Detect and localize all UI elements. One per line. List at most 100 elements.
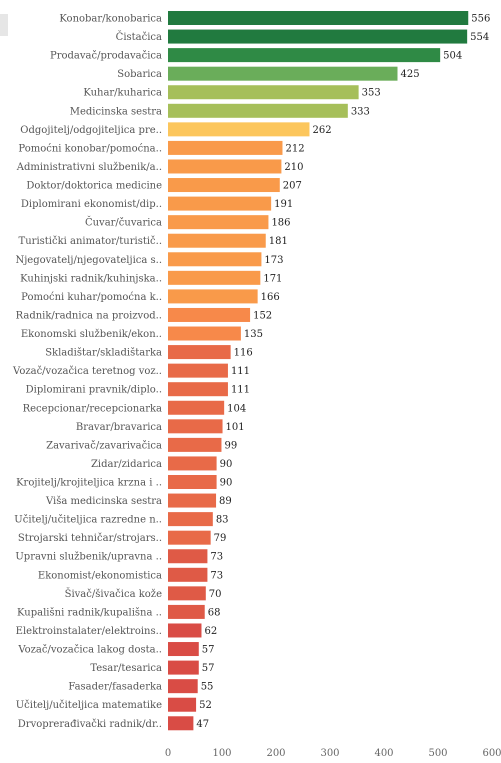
bar[interactable] <box>168 66 398 81</box>
bar[interactable] <box>168 140 283 155</box>
bar[interactable] <box>168 233 266 248</box>
x-tick-label: 400 <box>374 748 393 759</box>
bar[interactable] <box>168 85 359 100</box>
bar[interactable] <box>168 716 194 731</box>
bar[interactable] <box>168 530 211 545</box>
value-label: 181 <box>269 236 288 247</box>
bar[interactable] <box>168 103 348 118</box>
value-label: 104 <box>227 403 246 414</box>
value-label: 90 <box>220 478 233 489</box>
bar[interactable] <box>168 11 469 25</box>
value-label: 73 <box>210 570 223 581</box>
value-label: 55 <box>201 682 214 693</box>
bar[interactable] <box>168 549 208 564</box>
category-label: Turistički animator/turistič.. <box>19 236 162 247</box>
bar[interactable] <box>168 159 282 174</box>
value-label: 166 <box>261 292 280 303</box>
bar[interactable] <box>168 697 197 712</box>
category-label: Njegovatelj/njegovateljica s.. <box>15 255 162 266</box>
bar[interactable] <box>168 623 202 638</box>
bar[interactable] <box>168 178 280 193</box>
bar[interactable] <box>168 196 272 211</box>
bar[interactable] <box>168 326 241 341</box>
category-label: Bravar/bravarica <box>76 422 162 433</box>
bar[interactable] <box>168 567 208 582</box>
value-label: 68 <box>208 607 221 618</box>
bar[interactable] <box>168 48 441 63</box>
category-label: Vozač/vozačica teretnog voz.. <box>12 366 162 377</box>
value-label: 556 <box>471 14 490 25</box>
category-label: Ekonomist/ekonomistica <box>38 570 162 581</box>
category-label: Doktor/doktorica medicine <box>26 181 162 192</box>
value-label: 425 <box>401 69 420 80</box>
bar[interactable] <box>168 604 205 619</box>
category-label: Sobarica <box>117 69 162 80</box>
category-label: Medicinska sestra <box>70 106 162 117</box>
value-label: 333 <box>351 106 370 117</box>
value-label: 210 <box>284 162 303 173</box>
category-label: Učitelj/učiteljica matematike <box>16 700 162 711</box>
value-label: 70 <box>209 589 222 600</box>
bar[interactable] <box>168 456 217 471</box>
bar[interactable] <box>168 475 217 489</box>
category-label: Zavarivač/zavarivačica <box>46 440 162 451</box>
category-label: Administrativni službenik/a.. <box>16 162 162 173</box>
category-label: Vozač/vozačica lakog dosta.. <box>17 645 162 656</box>
bar[interactable] <box>168 122 310 137</box>
category-label: Zidar/zidarica <box>91 459 162 470</box>
x-tick-label: 600 <box>482 748 501 759</box>
value-label: 111 <box>231 366 250 377</box>
category-label: Pomoćni konobar/pomoćna.. <box>18 143 162 154</box>
value-label: 57 <box>202 663 215 674</box>
category-label: Viša medicinska sestra <box>45 496 162 507</box>
category-label: Pomoćni kuhar/pomoćna k.. <box>21 292 162 303</box>
bar[interactable] <box>168 215 269 230</box>
value-label: 212 <box>285 143 304 154</box>
bar[interactable] <box>168 437 222 452</box>
bar[interactable] <box>168 642 199 657</box>
value-label: 262 <box>312 125 331 136</box>
bar[interactable] <box>168 586 206 601</box>
value-label: 171 <box>263 273 282 284</box>
category-label: Skladištar/skladištarka <box>45 348 162 359</box>
bar[interactable] <box>168 307 251 322</box>
bar[interactable] <box>168 419 223 434</box>
bar[interactable] <box>168 493 217 508</box>
x-tick-label: 300 <box>320 748 339 759</box>
value-label: 554 <box>470 32 489 43</box>
category-label: Konobar/konobarica <box>59 14 162 25</box>
bar[interactable] <box>168 270 261 285</box>
x-tick-label: 100 <box>212 748 231 759</box>
x-tick-label: 0 <box>165 748 171 759</box>
category-label: Drvoprerađivački radnik/dr.. <box>18 719 162 730</box>
value-label: 47 <box>196 719 209 730</box>
category-label: Radnik/radnica na proizvod.. <box>16 310 162 321</box>
value-label: 73 <box>210 552 223 563</box>
bar[interactable] <box>168 679 198 694</box>
category-label: Odgojitelj/odgojiteljica pre.. <box>20 125 162 136</box>
category-label: Kuhinjski radnik/kuhinjska.. <box>20 273 162 284</box>
category-label: Kuhar/kuharica <box>83 88 162 99</box>
category-label: Recepcionar/recepcionarka <box>23 403 162 414</box>
bar[interactable] <box>168 382 228 397</box>
bar[interactable] <box>168 660 199 675</box>
category-label: Šivač/šivačica kože <box>65 588 162 600</box>
bar[interactable] <box>168 252 262 267</box>
category-label: Čuvar/čuvarica <box>85 217 162 229</box>
value-label: 152 <box>253 310 272 321</box>
value-label: 62 <box>204 626 217 637</box>
bar[interactable] <box>168 512 213 527</box>
bar[interactable] <box>168 345 231 360</box>
value-label: 173 <box>264 255 283 266</box>
category-label: Tesar/tesarica <box>90 663 162 674</box>
bar[interactable] <box>168 400 225 415</box>
bar[interactable] <box>168 289 258 304</box>
value-label: 99 <box>224 440 237 451</box>
bar[interactable] <box>168 29 468 44</box>
category-label: Upravni službenik/upravna .. <box>15 552 162 563</box>
side-panel-tab <box>0 14 8 36</box>
bar[interactable] <box>168 363 228 378</box>
x-tick-label: 200 <box>266 748 285 759</box>
category-label: Čistačica <box>116 31 162 43</box>
